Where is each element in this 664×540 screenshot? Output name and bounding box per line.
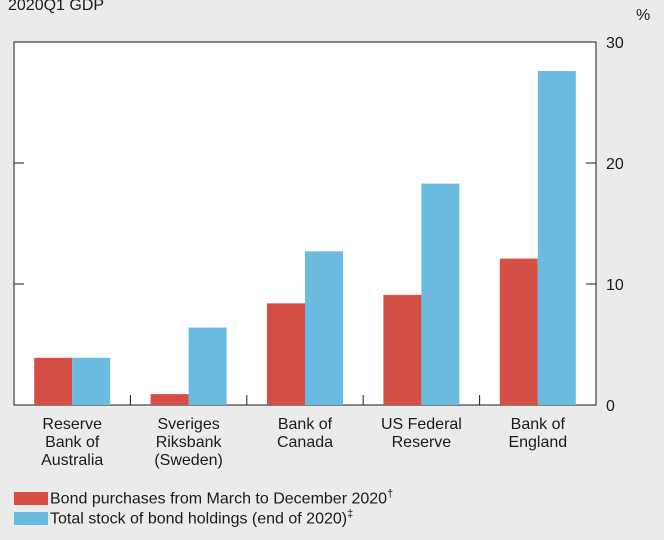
legend-label-purchases: Bond purchases from March to December 20… (50, 487, 394, 508)
bars (34, 71, 576, 405)
category-label: Sveriges Riksbank (Sweden) (154, 416, 222, 469)
bar-purchases (34, 357, 73, 405)
bar-holdings (421, 183, 460, 405)
chart-subtitle: 2020Q1 GDP (8, 0, 104, 14)
legend-swatch-holdings (14, 511, 48, 525)
y-tick-label: 30 (606, 35, 624, 52)
bar-purchases (150, 394, 189, 405)
category-label: US Federal Reserve (381, 416, 462, 451)
y-tick-label: 0 (606, 398, 615, 415)
bar-holdings (72, 357, 111, 405)
legend-label-holdings: Total stock of bond holdings (end of 202… (50, 507, 354, 528)
category-label: Reserve Bank of Australia (41, 416, 103, 469)
bar-holdings (537, 71, 576, 405)
y-tick-label: 10 (606, 277, 624, 294)
category-labels: Reserve Bank of Australia Sveriges Riksbank(… (41, 416, 567, 469)
legend-swatch-purchases (14, 491, 48, 505)
axis-ticks: 0 10 20 30 (14, 35, 624, 415)
y-axis-unit: % (636, 7, 650, 24)
bar-purchases (267, 303, 305, 405)
y-tick-label: 20 (606, 156, 624, 173)
bar-purchases (383, 294, 422, 405)
legend-item-purchases: Bond purchases from March to December 20… (14, 488, 393, 508)
bar-purchases (499, 258, 538, 405)
bar-holdings (188, 327, 227, 405)
legend-item-holdings: Total stock of bond holdings (end of 202… (14, 508, 393, 528)
bar-holdings (305, 251, 343, 405)
category-label: Bank of Canada (277, 416, 333, 451)
category-label: Bank of England (508, 416, 567, 451)
legend: Bond purchases from March to December 20… (14, 488, 393, 528)
